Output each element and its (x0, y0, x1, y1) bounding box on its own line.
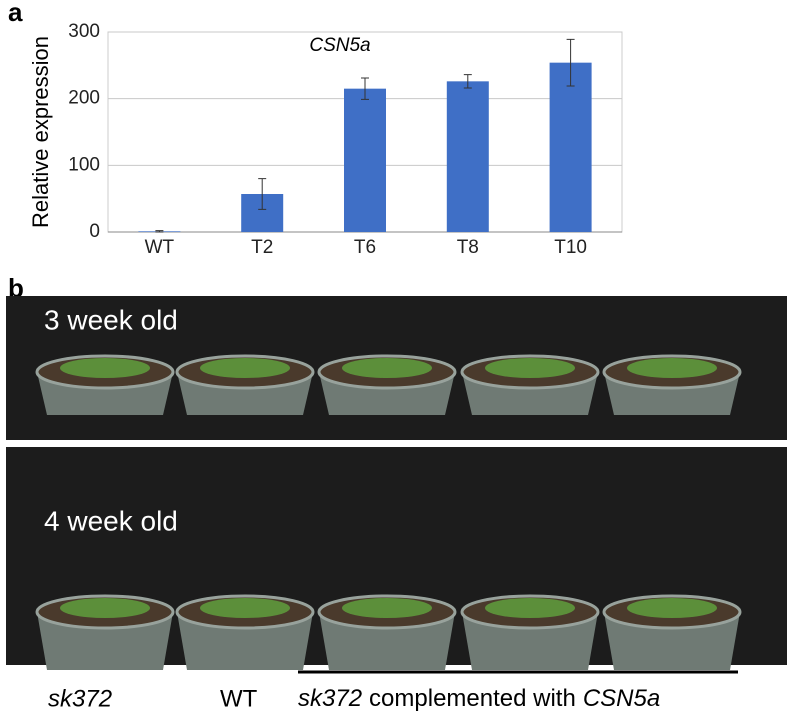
panel-label: b (8, 273, 24, 303)
y-tick-label: 200 (68, 88, 100, 109)
photo-label: 3 week old (44, 304, 178, 335)
bar (549, 62, 592, 232)
bar (446, 81, 489, 232)
genotype-label: WT (220, 685, 258, 712)
y-tick-label: 300 (68, 21, 100, 42)
y-axis-label: Relative expression (28, 36, 53, 228)
plants (627, 598, 717, 618)
plants (485, 598, 575, 618)
photo-label: 4 week old (44, 505, 178, 536)
plants (342, 358, 432, 378)
plants (60, 598, 150, 618)
plants (627, 358, 717, 378)
y-tick-label: 0 (89, 221, 100, 242)
chart-title: CSN5a (309, 35, 370, 56)
panel-label: a (8, 0, 23, 27)
plants (60, 358, 150, 378)
label-part: sk372 (298, 685, 362, 712)
error-bar (155, 230, 164, 233)
x-tick-label: WT (145, 237, 175, 258)
error-bar (463, 74, 472, 89)
x-tick-label: T6 (354, 237, 376, 258)
bar (344, 88, 386, 233)
y-tick-label: 100 (68, 154, 100, 175)
error-bar (566, 38, 575, 87)
photos (6, 296, 787, 670)
x-tick-label: T2 (251, 237, 273, 258)
plants (342, 598, 432, 618)
genotype-label: sk372 complemented with CSN5a (298, 685, 660, 712)
error-bar (361, 77, 369, 100)
label-part: CSN5a (583, 685, 660, 712)
plants (200, 598, 290, 618)
plants (200, 358, 290, 378)
plants (485, 358, 575, 378)
x-tick-label: T10 (554, 237, 587, 258)
genotype-label: sk372 (48, 685, 112, 712)
error-bar (258, 178, 267, 210)
x-tick-label: T8 (457, 237, 479, 258)
label-part: complemented with (369, 685, 576, 712)
